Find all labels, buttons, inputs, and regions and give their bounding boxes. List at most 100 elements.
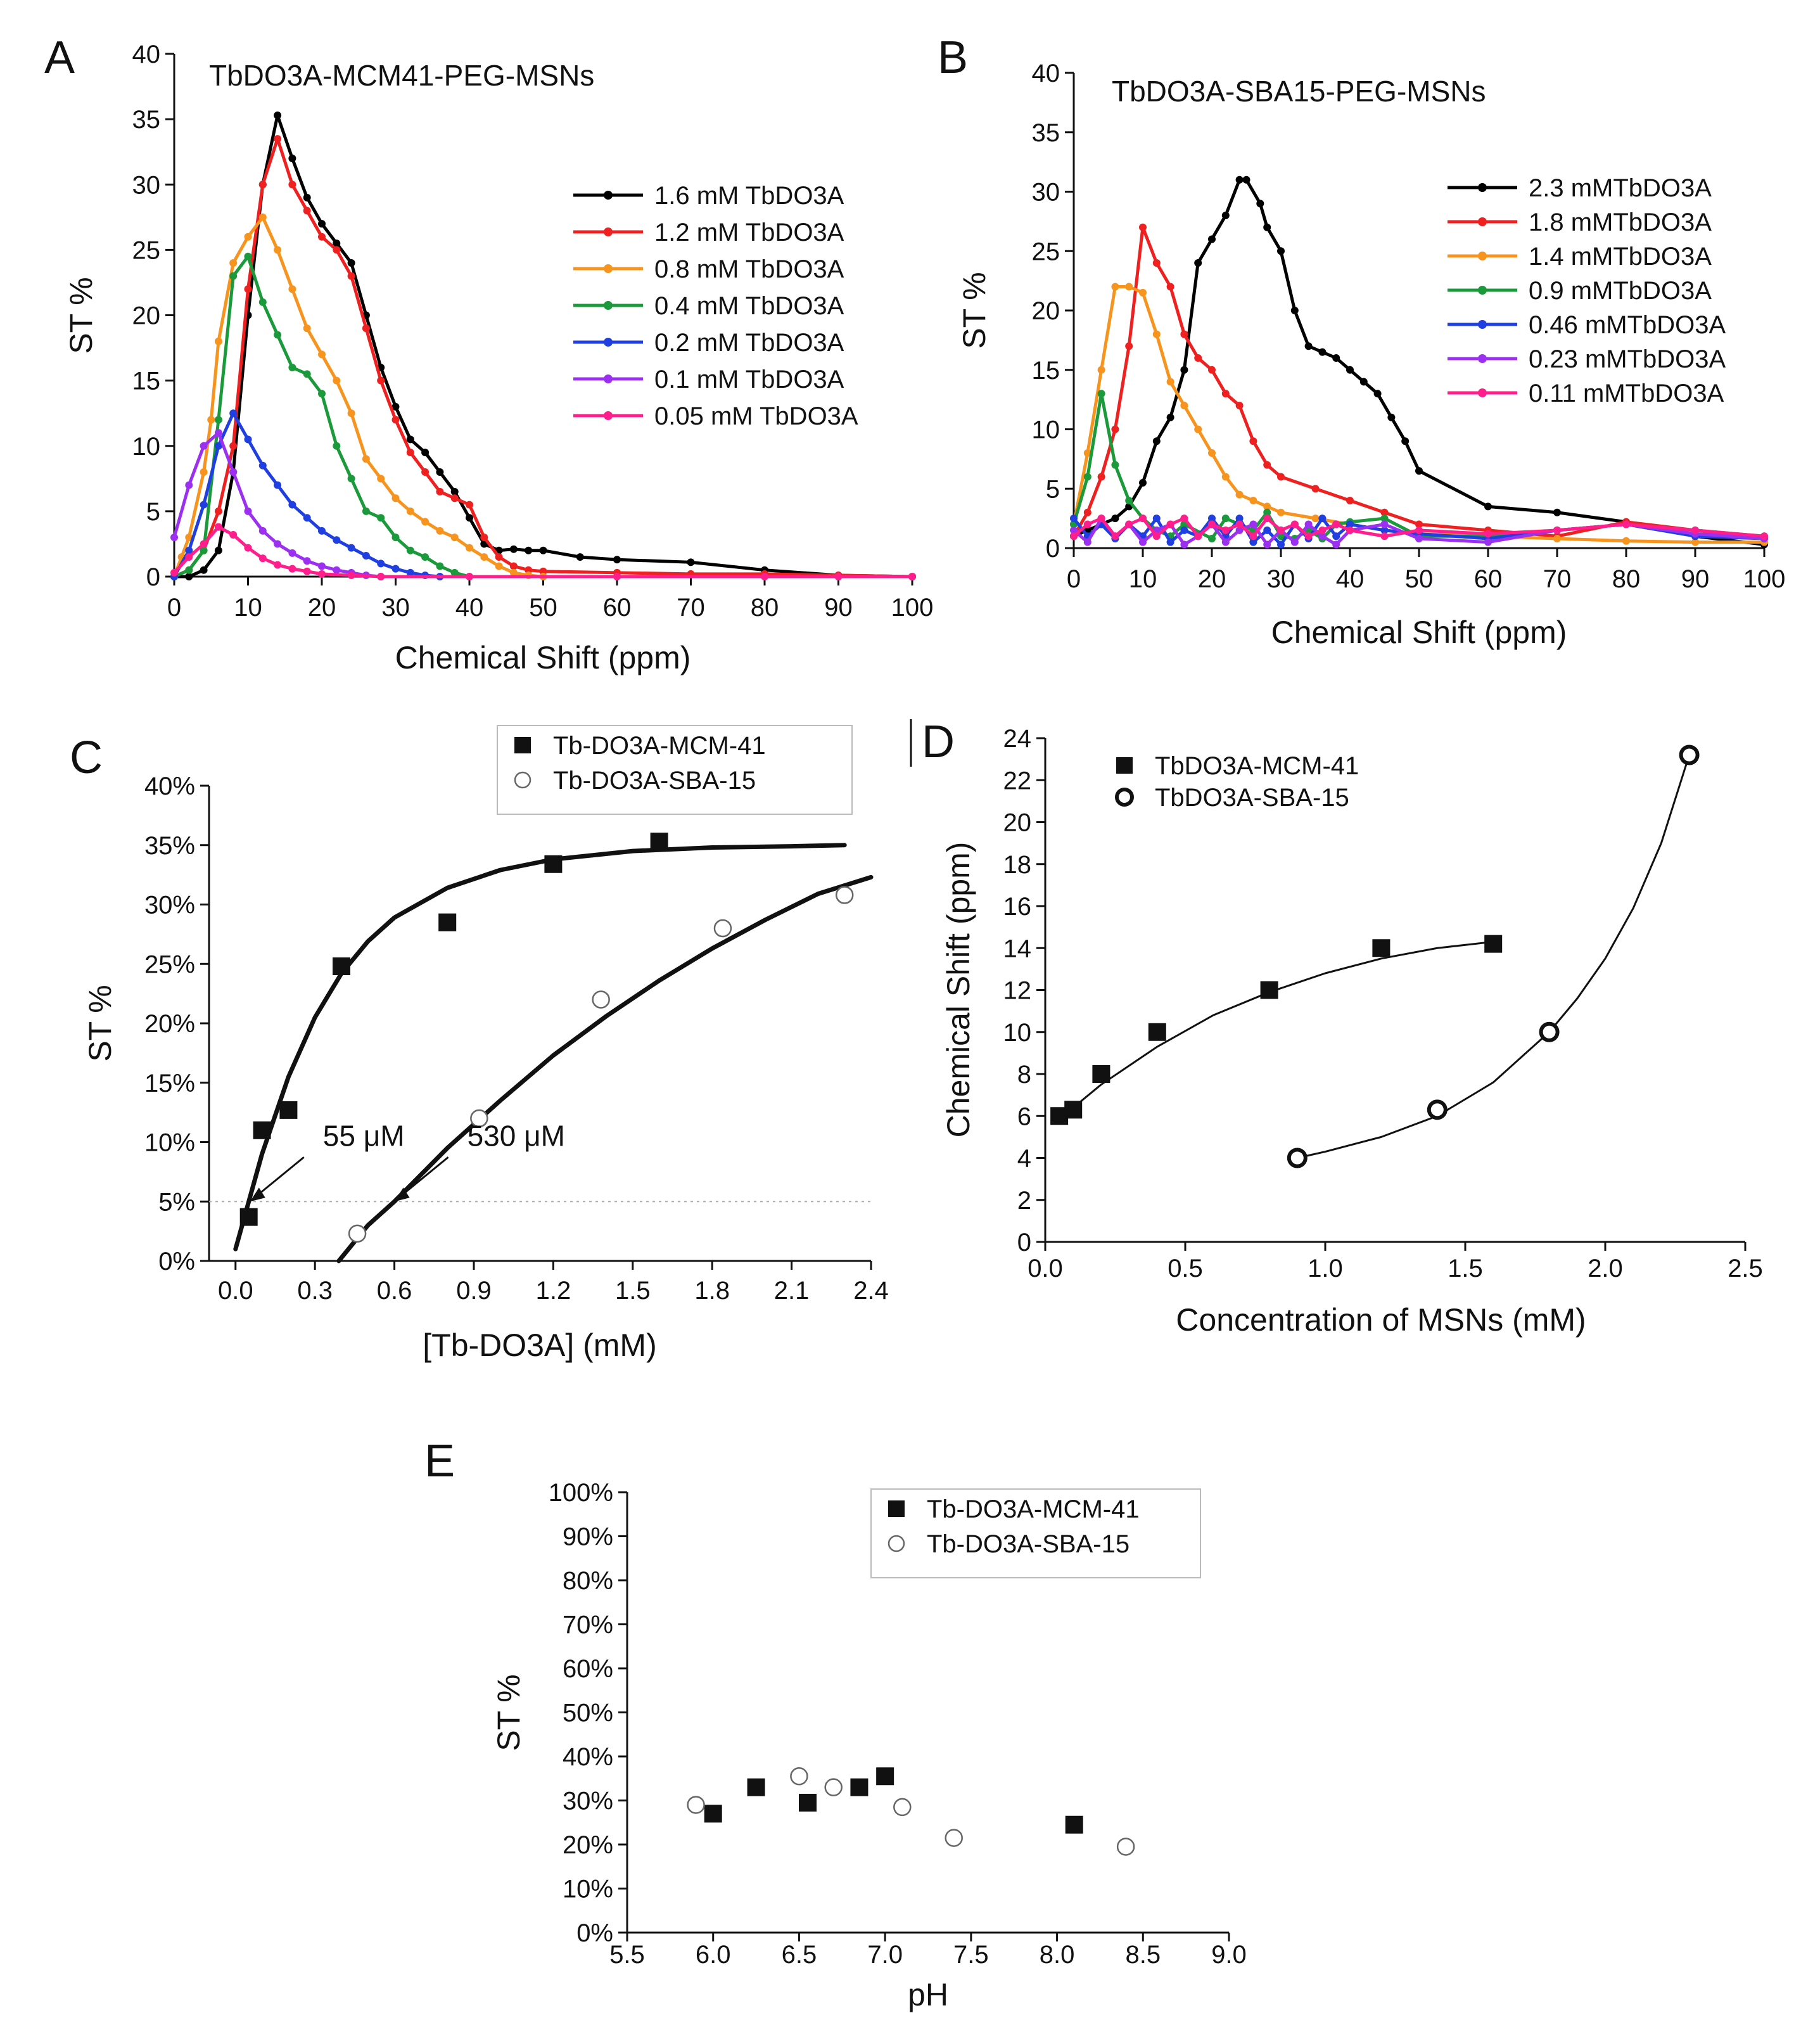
data-point-square: [799, 1793, 817, 1812]
data-point: [1318, 532, 1327, 540]
data-point: [1311, 485, 1320, 493]
data-point-square: [1148, 1023, 1166, 1041]
y-tick-label: 6: [1017, 1103, 1031, 1130]
legend-label: 1.4 mMTbDO3A: [1529, 243, 1712, 271]
data-point-circle: [1679, 745, 1700, 765]
data-point: [200, 566, 208, 574]
data-point-circle: [1116, 1838, 1135, 1856]
y-tick-label: 25: [1032, 238, 1060, 265]
data-point: [1235, 520, 1244, 528]
data-point: [244, 544, 252, 552]
data-point: [1249, 538, 1257, 546]
data-point: [1691, 538, 1699, 546]
y-tick-label: 18: [1003, 851, 1032, 879]
y-tick-label: 0: [1017, 1229, 1031, 1256]
data-point: [1484, 502, 1492, 511]
data-point: [1083, 508, 1091, 516]
data-point: [185, 573, 193, 580]
data-point: [288, 501, 296, 509]
annotation-label: 55 μM: [323, 1119, 405, 1152]
y-tick-label: 0%: [576, 1919, 613, 1947]
data-point: [200, 501, 208, 509]
data-point: [214, 442, 222, 450]
legend-swatch-dot: [604, 191, 613, 200]
data-point: [1380, 520, 1389, 528]
data-point: [377, 376, 385, 385]
x-axis-title: pH: [908, 1977, 948, 2012]
data-point: [229, 259, 238, 267]
data-point: [1553, 508, 1561, 516]
data-point: [1277, 473, 1285, 481]
data-point: [1380, 515, 1389, 523]
data-point: [1277, 247, 1285, 255]
x-axis-title: Chemical Shift (ppm): [1271, 615, 1567, 650]
y-axis-title: Chemical Shift (ppm): [941, 842, 976, 1138]
data-point: [466, 573, 473, 580]
data-point: [1263, 526, 1271, 534]
panel-letter: C: [70, 732, 103, 783]
legend-swatch-dot: [1478, 354, 1487, 363]
data-point-circle: [893, 1798, 912, 1817]
data-point: [1139, 515, 1147, 523]
data-point: [303, 557, 311, 565]
x-tick-label: 0: [1067, 565, 1081, 593]
data-point: [229, 409, 238, 418]
data-point: [347, 272, 355, 280]
data-point: [436, 562, 444, 570]
x-tick-label: 20: [1198, 565, 1226, 593]
data-point: [1332, 520, 1340, 528]
data-point: [1318, 348, 1327, 356]
data-point-square: [279, 1101, 298, 1119]
data-point: [318, 562, 326, 570]
x-tick-label: 0.0: [218, 1277, 253, 1305]
data-point-circle: [470, 1109, 488, 1128]
data-point: [333, 376, 341, 385]
data-point: [1359, 378, 1368, 386]
data-point: [1221, 526, 1230, 534]
data-point: [406, 568, 414, 577]
data-point: [1166, 378, 1174, 386]
x-tick-label: 10: [234, 594, 262, 622]
data-point: [274, 246, 282, 254]
data-point: [274, 561, 282, 569]
data-point: [1346, 526, 1354, 534]
series-1: [1050, 935, 1503, 1125]
data-point: [1139, 538, 1147, 546]
data-point: [229, 531, 238, 539]
data-point: [509, 545, 518, 553]
data-point-square: [239, 1208, 258, 1226]
data-point: [347, 259, 355, 267]
y-tick-label: 40: [132, 41, 161, 68]
data-point: [200, 546, 208, 554]
data-point: [333, 240, 341, 248]
data-point: [1152, 532, 1161, 540]
data-point-square: [650, 833, 668, 851]
data-point: [214, 523, 222, 531]
data-point: [391, 565, 400, 573]
legend-marker-square: [514, 737, 531, 753]
data-point: [1249, 532, 1257, 540]
data-point: [258, 554, 267, 563]
data-point: [244, 507, 252, 515]
series-1: [1070, 176, 1768, 549]
legend-label: Tb-DO3A-MCM-41: [927, 1495, 1140, 1523]
data-point: [1221, 538, 1230, 546]
data-point: [1221, 390, 1230, 398]
data-point: [1304, 532, 1313, 540]
data-point: [1249, 520, 1257, 528]
data-point: [1111, 283, 1119, 291]
data-point: [200, 468, 208, 476]
data-point: [1484, 538, 1492, 546]
legend-box: [870, 1488, 1201, 1578]
x-tick-label: 6.5: [782, 1941, 817, 1969]
data-point: [1622, 537, 1630, 545]
data-point-square: [747, 1778, 765, 1796]
data-point: [185, 553, 193, 561]
data-point: [1691, 526, 1699, 534]
x-tick-label: 90: [824, 594, 853, 622]
data-point: [613, 573, 621, 580]
x-tick-label: 80: [1612, 565, 1641, 593]
data-point: [1152, 259, 1161, 267]
